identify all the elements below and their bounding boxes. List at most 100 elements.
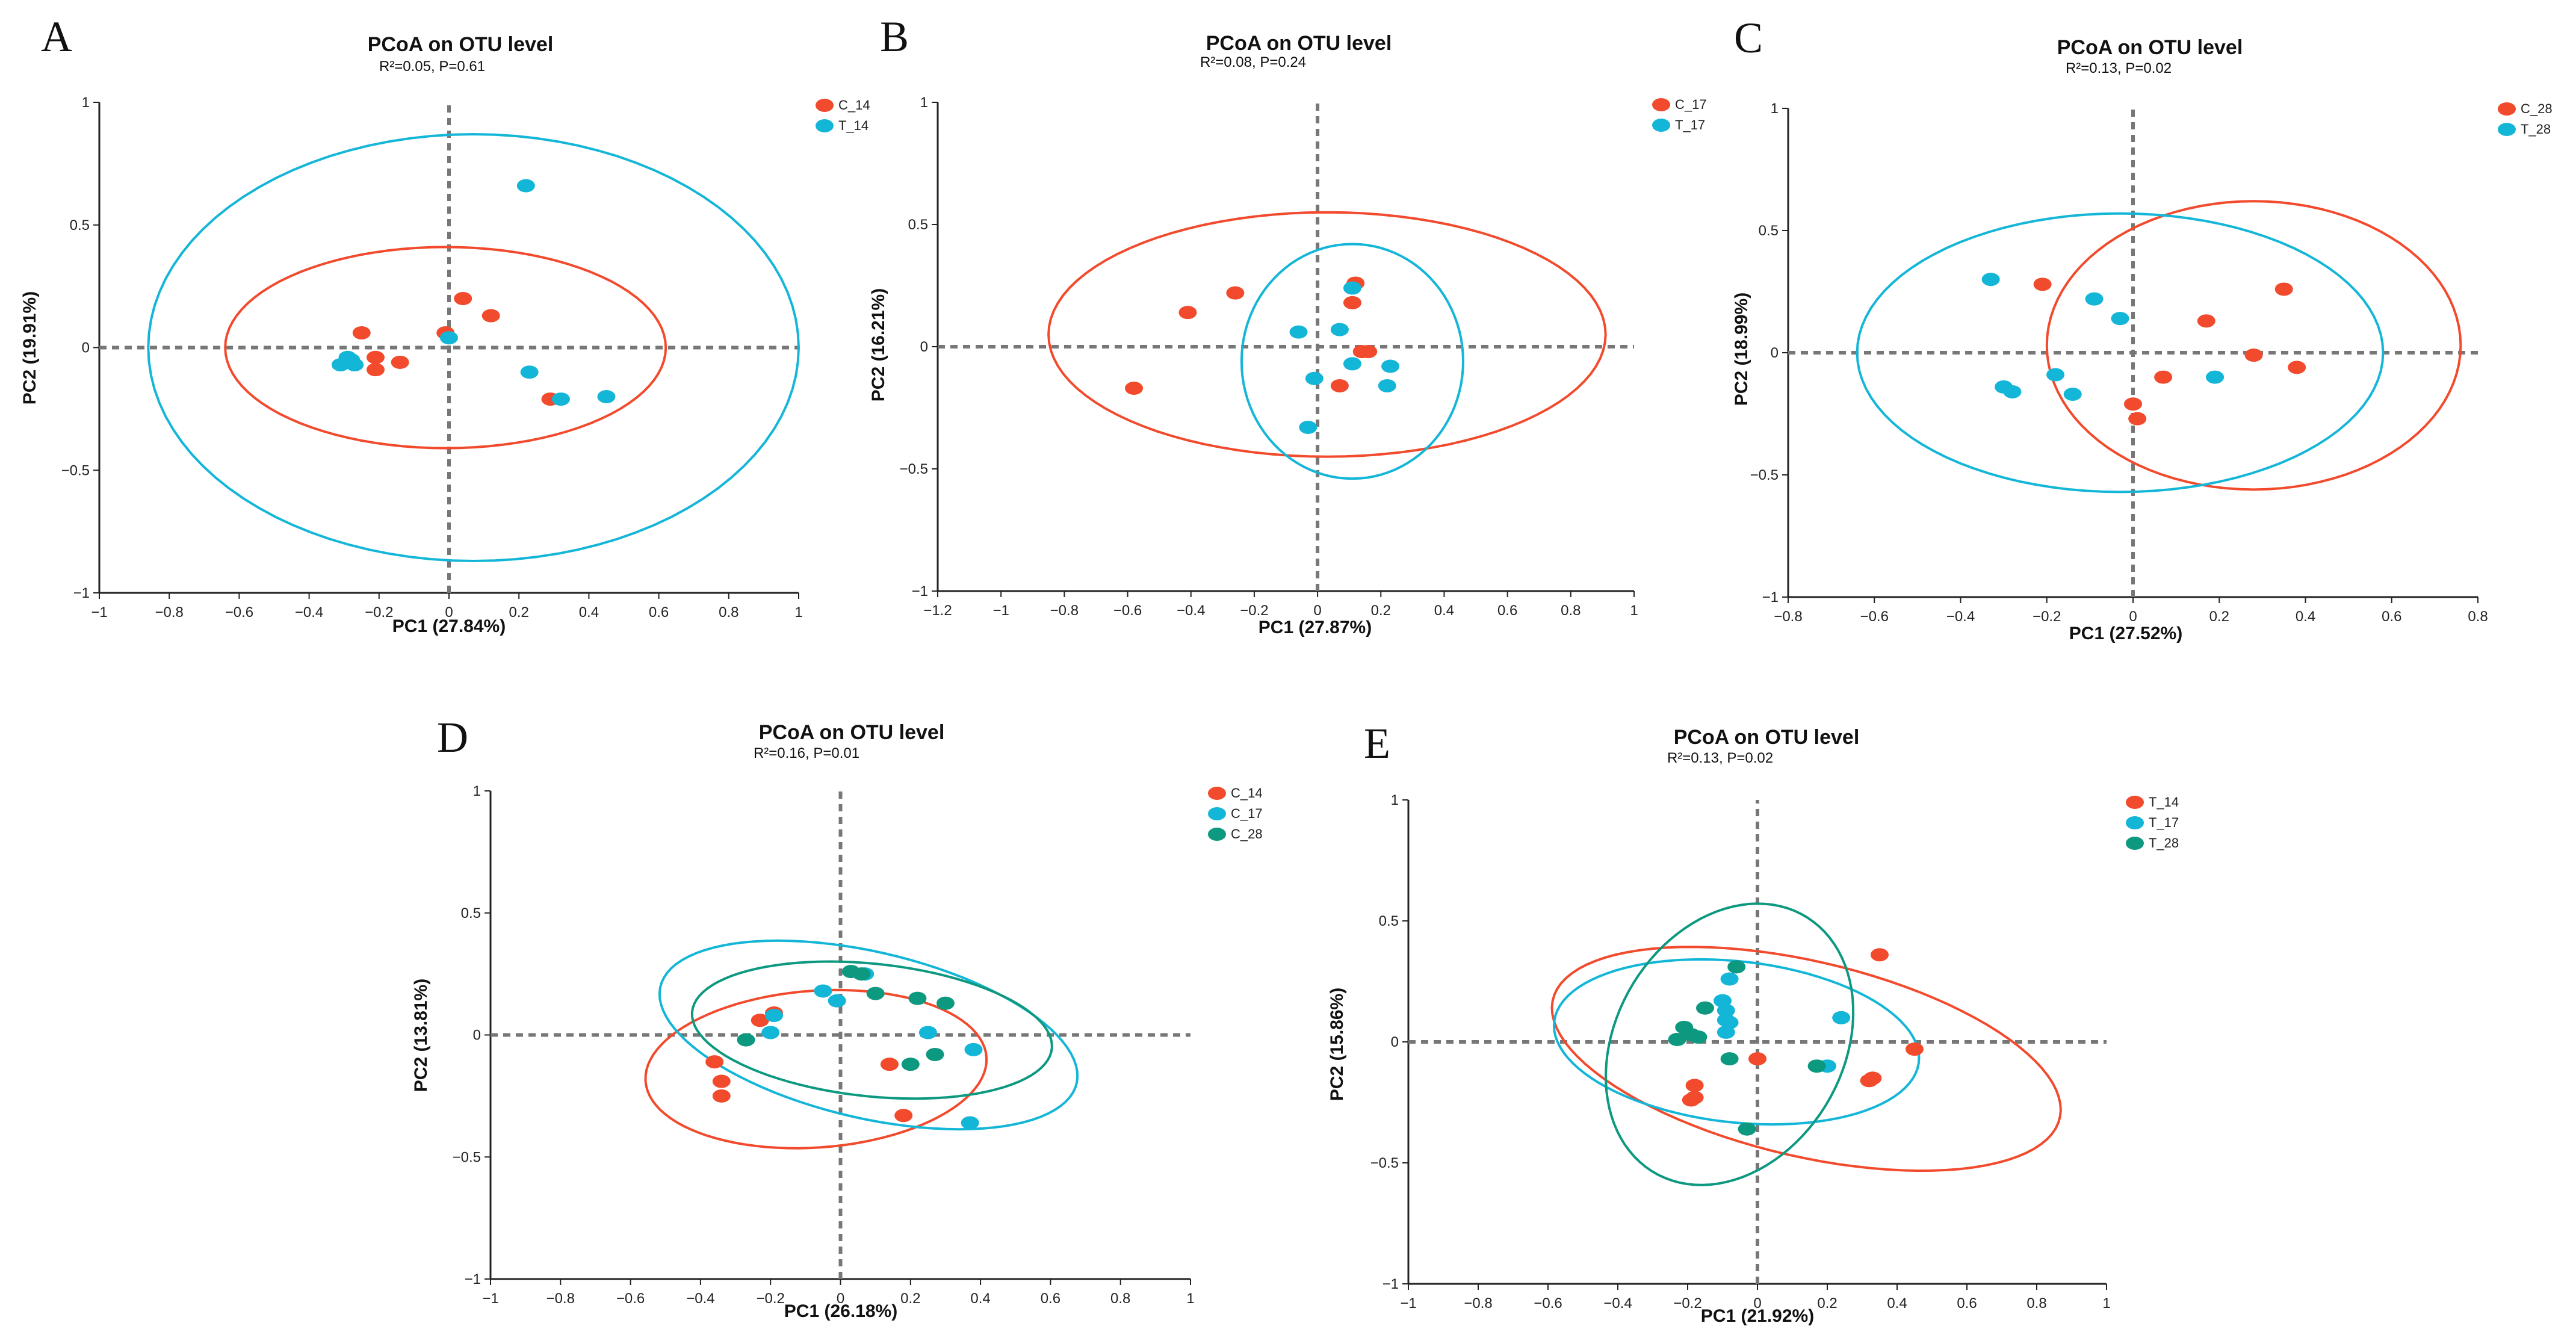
x-tick-label: 0.6 — [2382, 609, 2401, 625]
y-tick-label: −0.5 — [61, 462, 90, 479]
legend-swatch — [1208, 828, 1226, 841]
data-point-T_28 — [2046, 368, 2065, 382]
x-axis-label: PC1 (27.84%) — [392, 616, 506, 636]
x-tick-label: −1.2 — [923, 602, 952, 619]
y-tick-label: 0 — [473, 1027, 481, 1044]
legend: T_14 T_17 T_28 — [2126, 792, 2179, 853]
data-point-T_28 — [1727, 960, 1746, 974]
y-tick-label: −0.5 — [1370, 1155, 1399, 1171]
data-point-T_17 — [1720, 1015, 1739, 1029]
data-point-T_17 — [1289, 325, 1308, 339]
x-axis-label: PC1 (27.87%) — [1258, 618, 1372, 637]
x-tick-label: −0.8 — [546, 1290, 575, 1307]
legend-label: T_14 — [2149, 795, 2179, 810]
data-point-C_17 — [961, 1116, 979, 1130]
y-tick-label: 0.5 — [461, 905, 481, 922]
legend-swatch — [816, 99, 834, 112]
data-point-T_14 — [1863, 1071, 1882, 1085]
x-tick-label: 0.2 — [1817, 1295, 1837, 1312]
x-axis-label: PC1 (27.52%) — [2069, 624, 2183, 643]
legend-label: C_17 — [1675, 97, 1707, 112]
legend-item: T_14 — [2126, 792, 2179, 813]
data-point-T_14 — [1906, 1042, 1924, 1056]
legend-label: C_17 — [1231, 806, 1263, 821]
legend-label: T_28 — [2149, 835, 2179, 850]
x-tick-label: −0.6 — [1113, 602, 1142, 619]
data-point-C_28 — [901, 1058, 920, 1071]
data-point-T_14 — [520, 365, 539, 379]
data-point-C_28 — [936, 996, 955, 1010]
x-tick-label: 0.6 — [1957, 1295, 1977, 1312]
x-tick-label: −0.8 — [1464, 1295, 1492, 1312]
y-tick-label: 0 — [1391, 1034, 1399, 1050]
x-tick-label: −0.8 — [1050, 602, 1079, 619]
legend-swatch — [2498, 102, 2516, 116]
data-point-T_28 — [2063, 388, 2082, 401]
x-tick-label: 0.4 — [1434, 602, 1454, 619]
legend-item: C_28 — [2498, 99, 2553, 119]
data-point-C_17 — [1359, 345, 1378, 359]
y-tick-label: −1 — [1762, 589, 1779, 606]
data-point-C_28 — [2033, 277, 2052, 291]
x-tick-label: 0.2 — [509, 604, 529, 621]
y-tick-label: 1 — [473, 783, 481, 799]
data-point-T_28 — [2111, 312, 2129, 326]
data-point-C_28 — [2244, 348, 2263, 362]
chart-area: −1 −0.8 −0.6 −0.4 −0.2 0 0.2 0.4 0.6 0.8 1 −1 −0.5 0 0… — [1370, 792, 2111, 1312]
y-tick-label: 0.5 — [70, 217, 90, 234]
x-tick-label: 1 — [1630, 602, 1638, 619]
legend-label: C_14 — [838, 98, 870, 113]
data-point-C_14 — [751, 1014, 769, 1027]
x-tick-label: 0.4 — [970, 1290, 990, 1307]
data-point-T_17 — [1717, 1003, 1735, 1017]
confidence-ellipse-T_14 — [147, 132, 800, 563]
x-tick-label: −0.4 — [1946, 609, 1975, 625]
legend-item: T_14 — [816, 116, 870, 136]
legend-item: T_17 — [1652, 115, 1707, 135]
x-tick-label: −0.2 — [365, 604, 393, 621]
x-tick-label: −1 — [992, 602, 1009, 619]
data-point-C_14 — [712, 1089, 731, 1103]
data-point-T_28 — [2206, 370, 2225, 384]
data-point-T_17 — [1343, 281, 1361, 295]
data-point-C_17 — [761, 1026, 780, 1039]
data-point-T_14 — [1871, 948, 1889, 962]
chart-title: PCoA on OTU level — [1206, 32, 1392, 55]
data-point-T_28 — [2003, 385, 2022, 398]
legend-label: C_28 — [1231, 826, 1263, 841]
x-tick-label: 0 — [2129, 609, 2137, 625]
x-tick-label: −0.6 — [616, 1290, 645, 1307]
data-point-T_14 — [1685, 1091, 1704, 1104]
x-tick-label: 0 — [1753, 1295, 1761, 1312]
legend: C_14 T_14 — [816, 95, 870, 136]
y-axis-label: PC2 (16.21%) — [868, 288, 888, 402]
data-point-T_28 — [1668, 1032, 1686, 1046]
confidence-ellipse-T_17 — [1240, 243, 1465, 480]
x-tick-label: 0.4 — [579, 604, 599, 621]
legend-swatch — [1208, 787, 1226, 800]
data-point-C_14 — [454, 292, 472, 305]
legend-label: C_28 — [2521, 101, 2553, 116]
y-tick-label: 0.5 — [1759, 223, 1779, 239]
data-point-T_14 — [440, 331, 458, 345]
x-tick-label: 0.2 — [1371, 602, 1391, 619]
x-tick-label: −1 — [482, 1290, 498, 1307]
confidence-ellipse-T_17 — [1552, 958, 1921, 1126]
data-point-T_28 — [1696, 1001, 1714, 1015]
data-point-C_17 — [828, 994, 846, 1008]
x-tick-label: 0 — [1313, 602, 1321, 619]
y-tick-label: −0.5 — [900, 461, 928, 477]
confidence-ellipse-C_28 — [690, 960, 1053, 1100]
legend-item: C_14 — [1208, 783, 1263, 804]
chart-subtitle: R²=0.05, P=0.61 — [379, 58, 486, 75]
x-axis-label: PC1 (21.92%) — [1700, 1306, 1815, 1326]
panel-letter: B — [880, 13, 909, 61]
x-tick-label: −0.6 — [1534, 1295, 1562, 1312]
y-tick-label: 0.5 — [908, 217, 928, 233]
data-point-T_17 — [1330, 323, 1349, 336]
data-point-C_28 — [926, 1047, 944, 1061]
x-tick-label: −0.8 — [1774, 609, 1802, 625]
data-point-C_14 — [366, 350, 385, 364]
data-point-C_28 — [2197, 314, 2215, 328]
y-axis-label: PC2 (15.86%) — [1327, 987, 1347, 1101]
